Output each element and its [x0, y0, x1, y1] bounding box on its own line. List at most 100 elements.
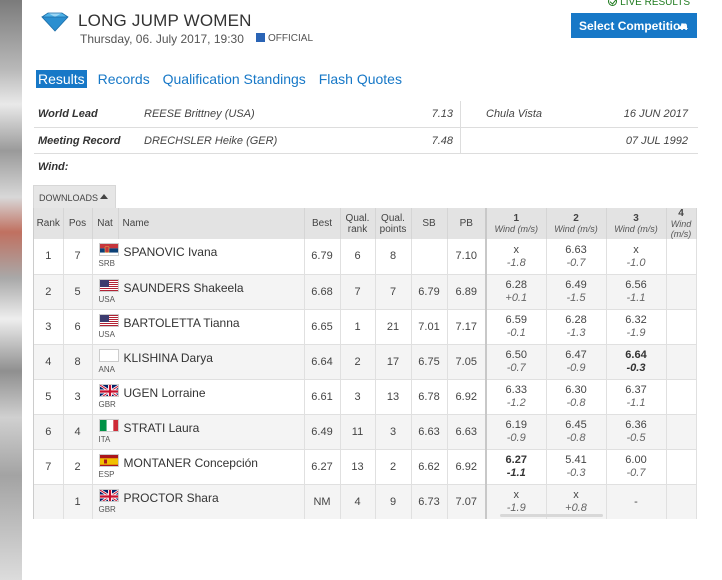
- nat-cell: ITA STRATI Laura: [92, 414, 305, 450]
- attempt-mark: 6.28: [565, 314, 587, 326]
- athlete-name[interactable]: MONTANER Concepción: [123, 455, 258, 470]
- records-table: World Lead REESE Brittney (USA) 7.13 Chu…: [34, 101, 698, 179]
- attempt-wind: -0.1: [506, 327, 526, 339]
- col-qual-points[interactable]: Qual. points: [375, 208, 412, 239]
- table-row[interactable]: 7 2 ESP MONTANER Concepción 6.27 13 2 6.62 6.92 6…: [34, 449, 697, 485]
- col-pos[interactable]: Pos: [63, 208, 93, 239]
- official-badge: OFFICIAL: [256, 33, 313, 44]
- col-sb[interactable]: SB: [411, 208, 448, 239]
- col-best[interactable]: Best: [304, 208, 341, 239]
- attempt-mark: 6.36: [625, 419, 647, 431]
- wind-unit: Wind (m/s): [670, 219, 692, 239]
- best-cell: 6.27: [304, 449, 341, 485]
- attempt-wind: -1.9: [626, 327, 646, 339]
- attempt-2-cell: 6.30 -0.8: [546, 379, 607, 415]
- attempt-1-cell: x -1.8: [486, 239, 547, 275]
- live-results-link[interactable]: LIVE RESULTS: [608, 0, 690, 8]
- sb-cell: 6.73: [411, 484, 448, 519]
- table-row[interactable]: 4 8 ANA KLISHINA Darya 6.64 2 17 6.75 7.05 6.50 -0…: [34, 344, 697, 380]
- attempt-wind: -1.9: [506, 502, 526, 514]
- attempt-4-cell: [666, 449, 697, 485]
- attempt-wind: -1.8: [506, 256, 526, 269]
- table-row[interactable]: 1 7 SRB SPANOVIC Ivana 6.79 6 8 7.10 x -1.8 6.63 -0…: [34, 239, 697, 275]
- table-row[interactable]: 1 GBR PROCTOR Shara NM 4 9 6.73 7.07 x -1.9 x +0.8-: [34, 484, 697, 519]
- select-competition-label: Select Competition: [579, 18, 688, 33]
- attempt-2-cell: x +0.8: [546, 484, 607, 519]
- pb-cell: 6.89: [447, 274, 487, 310]
- nat-cell: GBR UGEN Lorraine: [92, 379, 305, 415]
- tab-results[interactable]: Results: [36, 70, 87, 88]
- official-square-icon: [256, 33, 265, 42]
- col-attempt-1[interactable]: 1 Wind (m/s): [486, 208, 547, 239]
- attempt-wind: -0.9: [506, 432, 526, 444]
- col-rank[interactable]: Rank: [34, 208, 64, 239]
- col-name[interactable]: Name: [118, 208, 305, 239]
- nat-cell: SRB SPANOVIC Ivana: [92, 239, 305, 275]
- esp-flag-icon: [98, 453, 119, 467]
- athlete-name[interactable]: KLISHINA Darya: [123, 350, 213, 365]
- table-row[interactable]: 3 6 USA BARTOLETTA Tianna 6.65 1 21 7.01 7.17 6.5…: [34, 309, 697, 345]
- downloads-toggle[interactable]: DOWNLOADS: [33, 185, 116, 208]
- athlete-name[interactable]: SAUNDERS Shakeela: [123, 280, 244, 295]
- ita-flag-icon: [98, 418, 119, 432]
- record-label: World Lead: [38, 108, 98, 120]
- attempt-wind: -1.1: [626, 397, 646, 409]
- tab-qualification-standings[interactable]: Qualification Standings: [162, 71, 306, 87]
- col-qual-points-line1: Qual.: [381, 212, 405, 224]
- table-row[interactable]: 5 3 GBR UGEN Lorraine 6.61 3 13 6.78 6.92 6.33 -1.…: [34, 379, 697, 415]
- attempt-mark: 6.45: [565, 419, 587, 431]
- tab-bar: Results Records Qualification Standings …: [36, 70, 409, 88]
- pos-cell: 8: [63, 344, 93, 380]
- col-pb[interactable]: PB: [447, 208, 487, 239]
- col-attempt-2[interactable]: 2 Wind (m/s): [546, 208, 607, 239]
- select-competition-button[interactable]: Select Competition: [571, 13, 697, 38]
- tab-flash-quotes[interactable]: Flash Quotes: [318, 71, 402, 87]
- col-attempt-3[interactable]: 3 Wind (m/s): [606, 208, 667, 239]
- athlete-name[interactable]: BARTOLETTA Tianna: [123, 315, 240, 330]
- rank-cell: 4: [34, 344, 64, 380]
- attempt-1-cell: 6.33 -1.2: [486, 379, 547, 415]
- athlete-name[interactable]: STRATI Laura: [123, 420, 200, 435]
- wind-label: Wind:: [38, 161, 69, 173]
- col-attempt-4[interactable]: 4 Wind (m/s): [666, 208, 697, 239]
- horizontal-scrollbar[interactable]: [500, 514, 603, 517]
- downloads-label: DOWNLOADS: [39, 193, 99, 203]
- pos-cell: 7: [63, 239, 93, 275]
- qual-rank-cell: 13: [340, 449, 376, 485]
- attempt-wind: -0.9: [566, 362, 586, 374]
- attempt-mark: 6.00: [625, 454, 647, 466]
- qual-rank-cell: 3: [340, 379, 376, 415]
- results-table-container[interactable]: Rank Pos Nat Name Best Qual. rank Qual. po…: [33, 208, 722, 519]
- athlete-name[interactable]: UGEN Lorraine: [123, 385, 206, 400]
- pb-cell: 7.05: [447, 344, 487, 380]
- record-mark: 7.48: [431, 135, 453, 147]
- col-qual-rank[interactable]: Qual. rank: [340, 208, 376, 239]
- pb-cell: 6.92: [447, 449, 487, 485]
- results-table: Rank Pos Nat Name Best Qual. rank Qual. po…: [34, 208, 697, 519]
- qual-rank-cell: 4: [340, 484, 376, 519]
- athlete-name[interactable]: SPANOVIC Ivana: [123, 245, 218, 260]
- pos-cell: 6: [63, 309, 93, 345]
- table-row[interactable]: 6 4 ITA STRATI Laura 6.49 11 3 6.63 6.63 6.19 -0.9…: [34, 414, 697, 450]
- attempt-3-cell: 6.36 -0.5: [606, 414, 667, 450]
- athlete-name[interactable]: PROCTOR Shara: [123, 490, 219, 505]
- attempt-3-cell: 6.32 -1.9: [606, 309, 667, 345]
- attempt-mark: 6.63: [565, 243, 587, 256]
- attempt-wind: +0.8: [565, 502, 587, 514]
- athlete-block: ANA KLISHINA Darya: [97, 347, 304, 377]
- col-nat[interactable]: Nat: [92, 208, 119, 239]
- attempt-mark: x: [513, 243, 520, 256]
- table-row[interactable]: 2 5 USA SAUNDERS Shakeela 6.68 7 7 6.79 6.89 6.28…: [34, 274, 697, 310]
- pos-cell: 5: [63, 274, 93, 310]
- athlete-block: USA SAUNDERS Shakeela: [97, 277, 304, 307]
- tab-records[interactable]: Records: [97, 71, 150, 87]
- nat-cell: ANA KLISHINA Darya: [92, 344, 305, 380]
- attempt-1-cell: x -1.9: [486, 484, 547, 519]
- event-date: Thursday, 06. July 2017, 19:30: [80, 32, 244, 46]
- wind-unit: Wind (m/s): [614, 224, 658, 234]
- pos-cell: 4: [63, 414, 93, 450]
- attempt-mark: 6.59: [505, 314, 527, 326]
- rank-cell: 1: [34, 239, 64, 275]
- attempt-wind: -0.8: [566, 397, 586, 409]
- qual-points-cell: 2: [375, 449, 412, 485]
